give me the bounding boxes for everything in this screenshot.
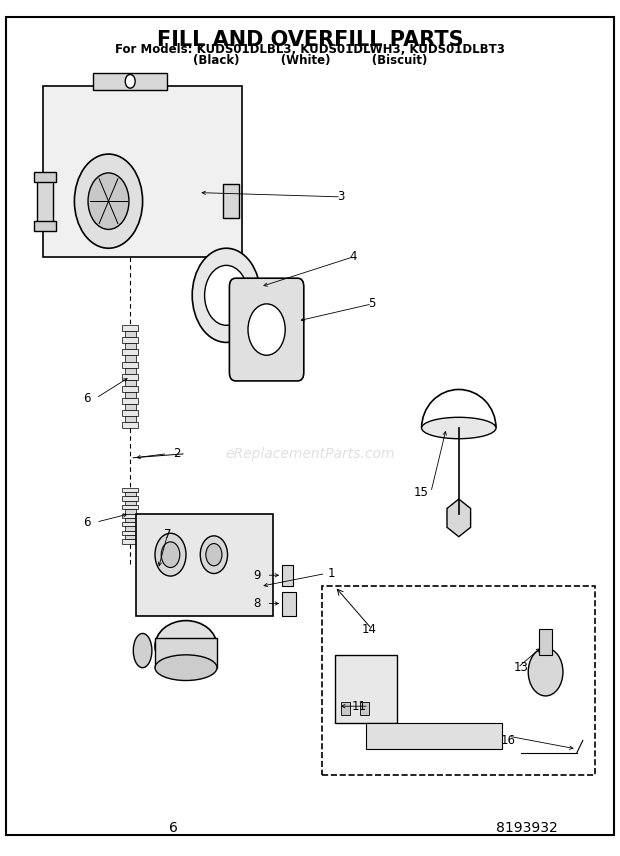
FancyBboxPatch shape (229, 278, 304, 381)
Text: 14: 14 (361, 622, 376, 636)
Circle shape (200, 536, 228, 574)
Bar (43, 86, 242, 257)
Text: FILL AND OVERFILL PARTS: FILL AND OVERFILL PARTS (157, 30, 463, 50)
Text: 6: 6 (83, 515, 91, 529)
Bar (122, 337, 138, 343)
Text: (Black)          (White)          (Biscuit): (Black) (White) (Biscuit) (193, 54, 427, 67)
Circle shape (125, 74, 135, 88)
Bar (122, 531, 138, 535)
Bar (122, 398, 138, 404)
Bar (122, 514, 138, 518)
Bar (34, 172, 56, 182)
Bar (125, 331, 136, 337)
Bar (34, 221, 56, 231)
Bar (122, 373, 138, 380)
Bar (125, 501, 136, 505)
Text: 1: 1 (328, 567, 335, 580)
Text: For Models: KUDS01DLBL3, KUDS01DLWH3, KUDS01DLBT3: For Models: KUDS01DLBL3, KUDS01DLWH3, KU… (115, 43, 505, 56)
Bar (125, 380, 136, 386)
Circle shape (528, 648, 563, 696)
Bar (155, 638, 217, 668)
Text: 16: 16 (501, 734, 516, 747)
Bar (360, 702, 369, 715)
Bar (335, 655, 397, 723)
Text: 8: 8 (254, 597, 261, 610)
Bar (322, 586, 595, 775)
Text: 11: 11 (352, 699, 367, 713)
Circle shape (205, 265, 248, 325)
Circle shape (88, 173, 129, 229)
Bar (122, 505, 138, 509)
Bar (122, 361, 138, 367)
Bar (282, 592, 296, 616)
Text: 2: 2 (173, 447, 180, 461)
Bar (125, 416, 136, 422)
Bar (122, 410, 138, 416)
Bar (282, 565, 293, 586)
Text: 3: 3 (337, 190, 345, 204)
Text: 5: 5 (368, 297, 376, 311)
Bar (125, 535, 136, 539)
Bar (125, 509, 136, 514)
Text: 7: 7 (164, 528, 171, 542)
Text: 13: 13 (513, 661, 528, 675)
Bar (539, 629, 552, 655)
Bar (125, 526, 136, 531)
Text: 6: 6 (83, 391, 91, 405)
Bar (122, 539, 138, 544)
Ellipse shape (155, 621, 217, 672)
Bar (366, 723, 502, 749)
Bar (341, 702, 350, 715)
Bar (93, 73, 167, 90)
Bar (122, 488, 138, 492)
Text: eReplacementParts.com: eReplacementParts.com (225, 447, 395, 461)
Bar (122, 349, 138, 355)
Bar (125, 343, 136, 349)
Bar (125, 518, 136, 522)
Bar (125, 392, 136, 398)
Circle shape (206, 544, 222, 566)
Bar (136, 514, 273, 616)
Bar (122, 522, 138, 526)
Bar (125, 367, 136, 373)
Bar (125, 492, 136, 496)
Bar (122, 422, 138, 428)
Bar (37, 175, 53, 227)
Bar (125, 355, 136, 361)
Ellipse shape (133, 633, 152, 668)
Text: 9: 9 (254, 568, 261, 582)
Text: 6: 6 (169, 821, 178, 835)
Bar (122, 386, 138, 392)
Circle shape (192, 248, 260, 342)
Circle shape (248, 304, 285, 355)
Ellipse shape (422, 418, 496, 439)
Circle shape (155, 533, 186, 576)
Bar (223, 184, 239, 218)
Bar (125, 404, 136, 410)
Ellipse shape (155, 655, 217, 681)
Text: 8193932: 8193932 (496, 821, 558, 835)
Text: 15: 15 (414, 485, 429, 499)
Bar (122, 496, 138, 501)
Text: 4: 4 (350, 250, 357, 264)
Bar (122, 325, 138, 331)
Circle shape (161, 542, 180, 568)
Circle shape (74, 154, 143, 248)
